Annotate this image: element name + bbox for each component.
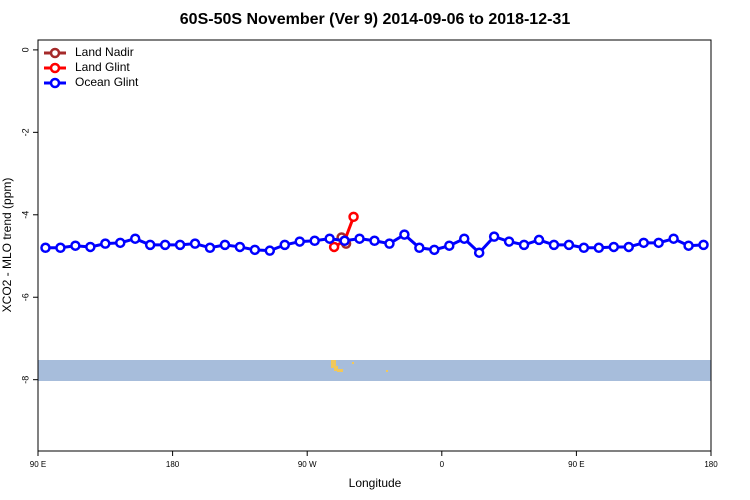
x-tick-label: 0 <box>440 460 445 469</box>
point <box>85 241 96 253</box>
point <box>348 211 359 223</box>
y-tick-label: -4 <box>20 211 30 219</box>
point <box>249 244 261 256</box>
point <box>70 240 81 251</box>
y-tick-label: -8 <box>20 376 30 384</box>
point <box>354 233 365 244</box>
point <box>159 239 171 251</box>
legend-label: Land Glint <box>75 60 130 74</box>
land-band <box>38 360 711 381</box>
point <box>219 239 231 251</box>
x-axis-label: Longitude <box>349 476 402 490</box>
point <box>488 231 500 242</box>
legend-label: Land Nadir <box>75 45 134 59</box>
point <box>279 239 291 251</box>
plot-frame <box>37 39 712 452</box>
chart-title: 60S-50S November (Ver 9) 2014-09-06 to 2… <box>180 11 571 28</box>
point <box>115 237 126 249</box>
point <box>638 237 649 249</box>
point <box>294 236 305 247</box>
point <box>189 238 201 249</box>
land-patch <box>331 360 388 372</box>
point <box>234 241 246 253</box>
point <box>458 233 470 244</box>
x-tick-label: 90 E <box>30 460 46 469</box>
point <box>399 229 410 240</box>
point <box>563 239 575 251</box>
point <box>144 239 156 251</box>
point <box>174 239 186 251</box>
point <box>698 239 709 251</box>
point <box>204 242 216 254</box>
point <box>129 233 141 244</box>
point <box>339 235 350 247</box>
y-tick-label: -6 <box>20 293 30 301</box>
x-tick-label: 180 <box>704 460 718 469</box>
legend-marker <box>49 62 61 74</box>
point <box>593 242 605 254</box>
point <box>309 235 320 247</box>
x-tick-label: 90 E <box>568 460 584 469</box>
point <box>518 239 530 251</box>
legend-marker <box>49 47 61 59</box>
point <box>384 238 395 249</box>
point <box>414 242 425 254</box>
point <box>503 236 515 247</box>
legend-marker <box>49 77 61 89</box>
x-tick-label: 180 <box>166 460 180 469</box>
point <box>264 245 276 256</box>
point <box>623 241 634 253</box>
point <box>369 235 380 247</box>
point <box>668 233 679 244</box>
y-axis-label: XCO2 - MLO trend (ppm) <box>0 178 14 313</box>
point <box>683 240 694 251</box>
x-tick-label: 90 W <box>298 460 317 469</box>
point <box>100 238 111 249</box>
point <box>328 241 340 253</box>
point <box>548 239 560 251</box>
point <box>429 244 440 256</box>
y-tick-label: 0 <box>20 47 30 52</box>
point <box>444 240 455 251</box>
point <box>324 233 335 244</box>
point <box>473 247 485 258</box>
point <box>55 242 66 254</box>
point <box>608 241 620 253</box>
y-tick-label: -2 <box>20 128 30 136</box>
point <box>40 242 51 254</box>
legend-label: Ocean Glint <box>75 75 139 89</box>
point <box>533 234 545 246</box>
point <box>653 237 664 249</box>
point <box>578 242 590 254</box>
